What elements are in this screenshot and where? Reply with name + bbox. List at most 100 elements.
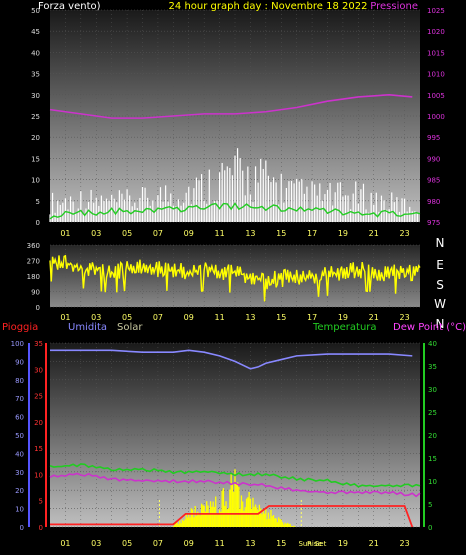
- rain-ytick: 0: [39, 524, 43, 532]
- panel2-ytick: 0: [36, 304, 40, 312]
- humidity-ytick: 80: [15, 377, 24, 385]
- legend-4: Dew Point (°C): [393, 322, 466, 333]
- temperature-line: [49, 463, 421, 488]
- rain-ytick: 30: [34, 366, 43, 374]
- dewpoint-line: [49, 472, 421, 498]
- panel1-ytick-left: 5: [36, 198, 40, 206]
- panel1-xtick: 01: [60, 229, 70, 238]
- panel1-ytick-right: 990: [427, 155, 440, 163]
- temp-ytick: 0: [428, 524, 432, 532]
- panel2-xtick: 13: [245, 313, 255, 322]
- panel1-title: 24 hour graph day : Novembre 18 2022: [169, 1, 368, 12]
- sunrise-label: Rise: [307, 540, 322, 548]
- panel1-ytick-right: 1015: [427, 49, 445, 57]
- legend-2: Solar: [117, 322, 143, 333]
- panel2-ytick: 180: [27, 273, 40, 281]
- panel3-xtick: 21: [369, 539, 379, 548]
- panel1-xtick: 21: [369, 229, 379, 238]
- panel3-xtick: 01: [60, 539, 70, 548]
- temp-ytick: 35: [428, 363, 437, 371]
- temp-ytick: 40: [428, 340, 437, 348]
- humidity-ytick: 10: [15, 506, 24, 514]
- temp-ytick: 25: [428, 409, 437, 417]
- gust-series: [49, 148, 419, 222]
- panel1-ytick-right: 1005: [427, 92, 445, 100]
- panel2-ytick: 270: [27, 258, 40, 266]
- rain-ytick: 10: [34, 471, 43, 479]
- panel1-ytick-right: 995: [427, 134, 440, 142]
- humidity-ytick: 100: [11, 340, 24, 348]
- wind-direction-line: [49, 254, 421, 302]
- panel2-xtick: 07: [153, 313, 163, 322]
- panel1-ytick-left: 10: [31, 177, 40, 185]
- panel3-xtick: 03: [91, 539, 101, 548]
- panel1-xtick: 15: [276, 229, 286, 238]
- panel3-xtick: 05: [122, 539, 132, 548]
- temp-ytick: 20: [428, 432, 437, 440]
- panel1-xtick: 23: [399, 229, 409, 238]
- panel1-ytick-left: 30: [31, 92, 40, 100]
- sunset-label: Set: [315, 540, 327, 548]
- humidity-ytick: 20: [15, 487, 24, 495]
- panel3-xtick: 19: [338, 539, 348, 548]
- panel1-ytick-right: 1020: [427, 28, 445, 36]
- compass-label: E: [436, 258, 444, 272]
- panel1-xtick: 19: [338, 229, 348, 238]
- temp-ytick: 5: [428, 501, 432, 509]
- panel1-ytick-left: 25: [31, 113, 40, 121]
- rain-ytick: 25: [34, 393, 43, 401]
- panel2-xtick: 01: [60, 313, 70, 322]
- legend-0: Pioggia: [2, 322, 38, 333]
- panel2-xtick: 11: [214, 313, 224, 322]
- panel3-xtick: 15: [276, 539, 286, 548]
- humidity-line: [50, 349, 413, 370]
- humidity-ytick: 50: [15, 432, 24, 440]
- panel1-ytick-right: 1000: [427, 113, 445, 121]
- rain-ytick: 5: [39, 498, 43, 506]
- legend-3: Temperatura: [312, 322, 377, 333]
- panel3-xtick: 13: [245, 539, 255, 548]
- panel1-ytick-left: 35: [31, 71, 40, 79]
- panel3-xtick: 11: [214, 539, 224, 548]
- panel2-xtick: 03: [91, 313, 101, 322]
- solar-series: [172, 469, 297, 527]
- rain-ytick: 35: [34, 340, 43, 348]
- panel1-ytick-right: 1010: [427, 71, 445, 79]
- compass-label: N: [436, 236, 445, 250]
- panel1-ytick-right: 1025: [427, 7, 445, 15]
- compass-label: W: [434, 297, 446, 311]
- legend-1: Umidita: [68, 322, 107, 333]
- panel2-xtick: 19: [338, 313, 348, 322]
- panel3-xtick: 09: [184, 539, 194, 548]
- panel1-left-label: Forza vento): [38, 1, 101, 12]
- humidity-ytick: 30: [15, 469, 24, 477]
- rain-ytick: 20: [34, 419, 43, 427]
- rain-line: [50, 505, 414, 528]
- compass-label: S: [436, 278, 444, 292]
- panel1-xtick: 13: [245, 229, 255, 238]
- temp-ytick: 15: [428, 455, 437, 463]
- panel2-xtick: 09: [184, 313, 194, 322]
- humidity-ytick: 90: [15, 358, 24, 366]
- panel2-xtick: 05: [122, 313, 132, 322]
- panel2-ytick: 90: [31, 289, 40, 297]
- compass-label: N: [436, 317, 445, 331]
- panel1-ytick-left: 45: [31, 28, 40, 36]
- panel2-xtick: 21: [369, 313, 379, 322]
- panel1-xtick: 05: [122, 229, 132, 238]
- panel1-xtick: 09: [184, 229, 194, 238]
- panel1-ytick-right: 975: [427, 219, 440, 227]
- humidity-ytick: 60: [15, 414, 24, 422]
- panel3-xtick: 23: [399, 539, 409, 548]
- panel1-ytick-left: 50: [31, 7, 40, 15]
- panel1-ytick-left: 15: [31, 155, 40, 163]
- humidity-ytick: 70: [15, 395, 24, 403]
- sun-label: Sun: [298, 540, 311, 548]
- wind-average-line: [49, 202, 421, 220]
- pressure-line: [49, 93, 413, 119]
- panel1-ytick-right: 980: [427, 198, 440, 206]
- panel1-right-label: Pressione: [370, 1, 418, 12]
- temp-ytick: 30: [428, 386, 437, 394]
- rain-ytick: 15: [34, 445, 43, 453]
- panel2-ytick: 360: [27, 242, 40, 250]
